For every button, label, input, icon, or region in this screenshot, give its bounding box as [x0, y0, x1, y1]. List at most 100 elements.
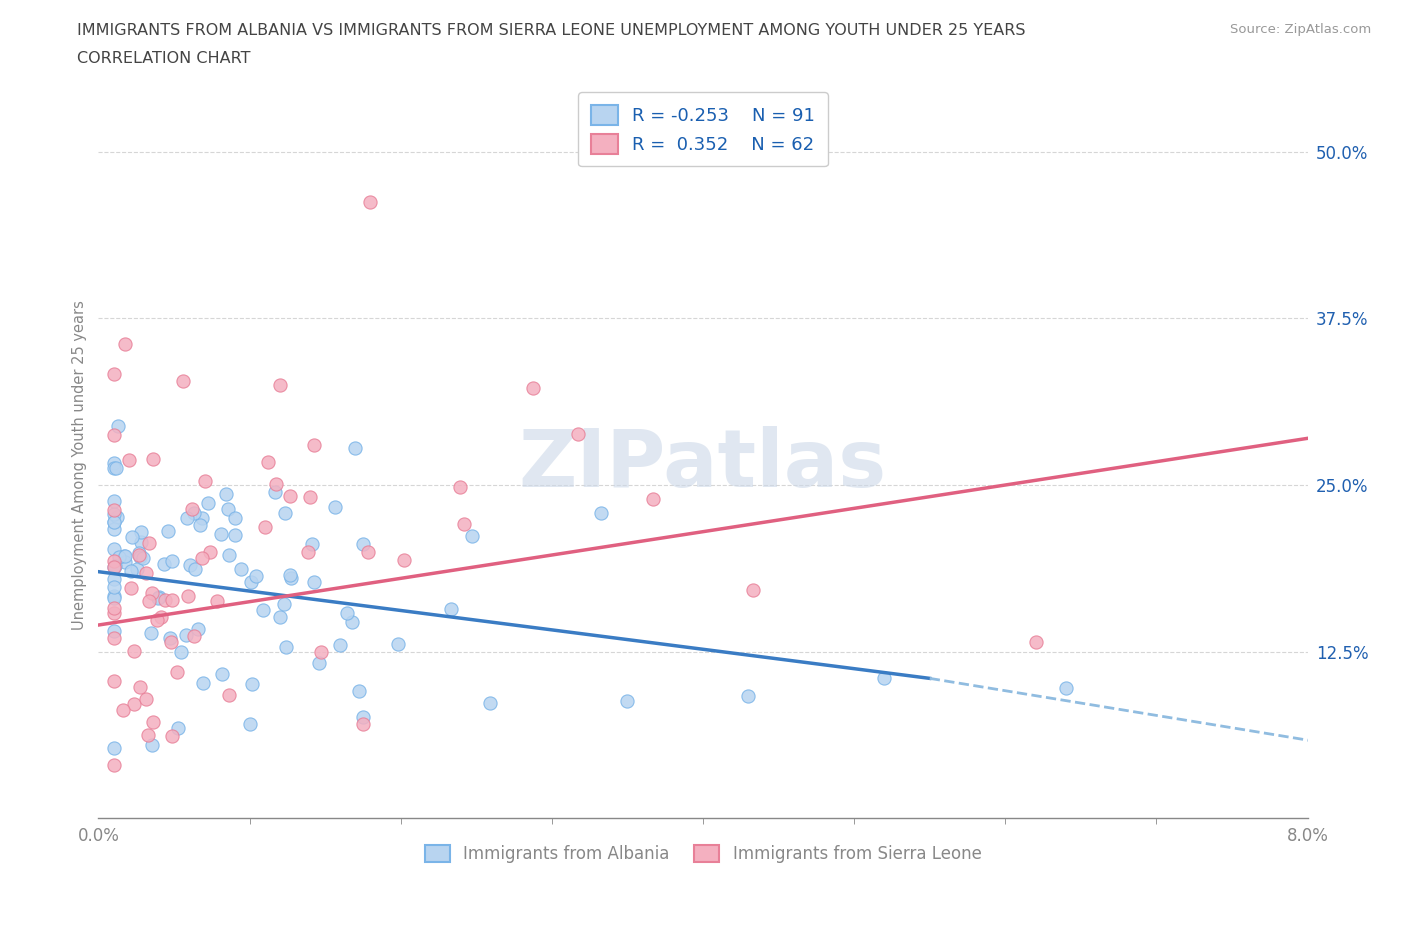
- Point: [177, 588, 200, 603]
- Point: [160, 729, 183, 744]
- Point: [299, 490, 322, 505]
- Point: [104, 460, 127, 475]
- Point: [179, 557, 201, 572]
- Point: [308, 656, 330, 671]
- Point: [184, 562, 207, 577]
- Point: [129, 550, 152, 565]
- Point: [108, 549, 131, 564]
- Point: [873, 671, 896, 685]
- Point: [136, 727, 159, 742]
- Point: [118, 452, 141, 467]
- Point: [309, 644, 332, 659]
- Point: [190, 550, 212, 565]
- Point: [252, 603, 274, 618]
- Point: [522, 380, 544, 395]
- Point: [120, 564, 142, 578]
- Point: [127, 561, 149, 576]
- Point: [453, 517, 475, 532]
- Point: [240, 676, 263, 691]
- Point: [122, 697, 145, 711]
- Point: [239, 716, 262, 731]
- Text: CORRELATION CHART: CORRELATION CHART: [77, 51, 250, 66]
- Point: [264, 485, 287, 499]
- Point: [148, 590, 170, 604]
- Point: [274, 506, 297, 521]
- Point: [347, 684, 370, 698]
- Point: [166, 664, 188, 679]
- Point: [336, 605, 359, 620]
- Point: [209, 526, 232, 541]
- Point: [153, 556, 176, 571]
- Text: IMMIGRANTS FROM ALBANIA VS IMMIGRANTS FROM SIERRA LEONE UNEMPLOYMENT AMONG YOUTH: IMMIGRANTS FROM ALBANIA VS IMMIGRANTS FR…: [77, 23, 1026, 38]
- Point: [392, 552, 415, 567]
- Point: [103, 494, 125, 509]
- Point: [217, 501, 239, 516]
- Point: [103, 631, 125, 645]
- Point: [187, 621, 209, 636]
- Point: [352, 537, 374, 551]
- Point: [103, 560, 125, 575]
- Point: [301, 537, 323, 551]
- Point: [302, 575, 325, 590]
- Point: [280, 567, 302, 582]
- Point: [231, 562, 253, 577]
- Point: [1054, 680, 1077, 695]
- Point: [129, 525, 152, 539]
- Point: [103, 588, 125, 603]
- Point: [183, 629, 205, 644]
- Point: [329, 638, 352, 653]
- Point: [155, 593, 177, 608]
- Point: [278, 488, 301, 503]
- Point: [103, 507, 125, 522]
- Point: [141, 585, 163, 600]
- Point: [269, 378, 291, 392]
- Point: [121, 529, 143, 544]
- Point: [105, 510, 128, 525]
- Point: [148, 591, 170, 605]
- Point: [142, 452, 165, 467]
- Point: [104, 558, 127, 573]
- Point: [138, 536, 160, 551]
- Point: [103, 553, 125, 568]
- Point: [191, 511, 214, 525]
- Point: [191, 676, 214, 691]
- Point: [357, 545, 380, 560]
- Point: [273, 597, 295, 612]
- Point: [323, 499, 346, 514]
- Point: [218, 547, 240, 562]
- Point: [591, 505, 613, 520]
- Point: [641, 492, 664, 507]
- Point: [224, 528, 246, 543]
- Point: [215, 486, 238, 501]
- Point: [567, 427, 589, 442]
- Point: [134, 565, 156, 580]
- Point: [103, 515, 125, 530]
- Point: [169, 644, 191, 659]
- Point: [297, 544, 319, 559]
- Legend: Immigrants from Albania, Immigrants from Sierra Leone: Immigrants from Albania, Immigrants from…: [418, 839, 988, 870]
- Point: [167, 720, 190, 735]
- Point: [103, 623, 125, 638]
- Point: [122, 644, 145, 658]
- Point: [344, 440, 367, 455]
- Point: [276, 640, 298, 655]
- Point: [224, 511, 246, 525]
- Point: [132, 551, 155, 565]
- Point: [211, 666, 233, 681]
- Point: [160, 553, 183, 568]
- Point: [103, 591, 125, 605]
- Point: [218, 687, 240, 702]
- Point: [103, 514, 125, 529]
- Point: [440, 602, 463, 617]
- Point: [198, 544, 221, 559]
- Point: [103, 366, 125, 381]
- Point: [103, 758, 125, 773]
- Point: [103, 571, 125, 586]
- Point: [449, 480, 471, 495]
- Point: [135, 692, 157, 707]
- Point: [176, 511, 198, 525]
- Point: [257, 455, 280, 470]
- Point: [264, 477, 287, 492]
- Text: Source: ZipAtlas.com: Source: ZipAtlas.com: [1230, 23, 1371, 36]
- Point: [352, 716, 374, 731]
